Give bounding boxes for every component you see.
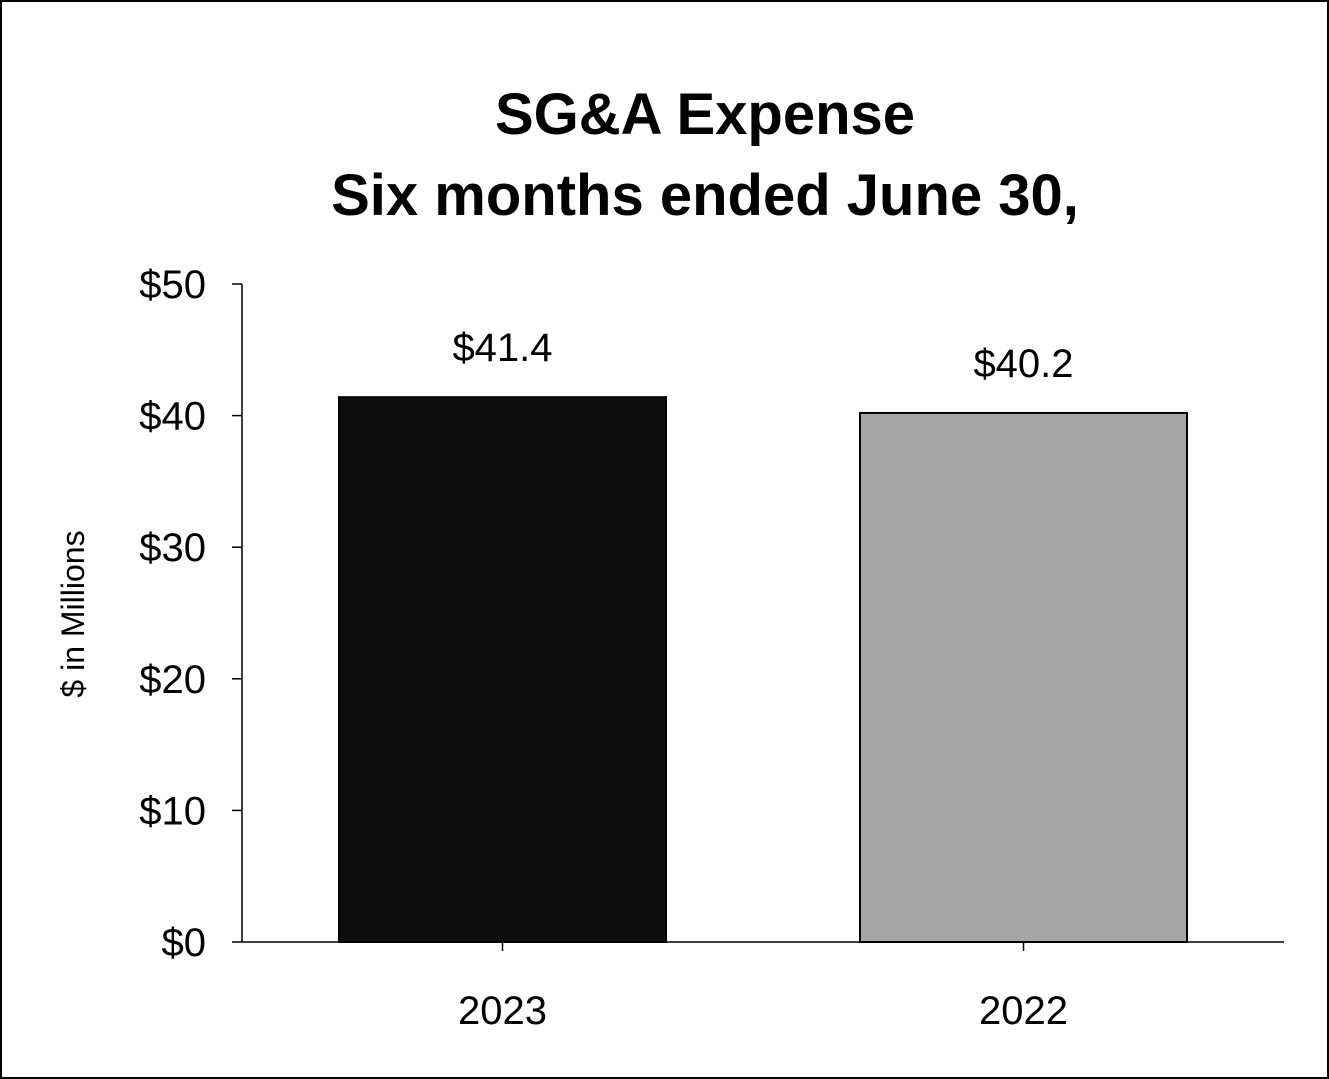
x-tick-label: 2023 bbox=[458, 989, 547, 1033]
y-tick-label: $10 bbox=[139, 789, 206, 833]
y-tick-label: $50 bbox=[139, 263, 206, 307]
plot-area: $0 $10 $20 $30 $40 $50 $41.4 2023 $40.2 2022 bbox=[139, 263, 1284, 1033]
y-tick-label: $0 bbox=[162, 921, 207, 965]
data-label: $41.4 bbox=[452, 326, 552, 370]
bar bbox=[859, 411, 1188, 943]
y-tick-label: $40 bbox=[139, 395, 206, 439]
chart-subtitle: Six months ended June 30, bbox=[331, 163, 1079, 228]
chart-title: SG&A Expense bbox=[495, 82, 915, 147]
y-tick-label: $20 bbox=[139, 658, 206, 702]
y-axis-label: $ in Millions bbox=[55, 530, 91, 697]
bar bbox=[338, 396, 667, 943]
x-tick-label: 2022 bbox=[979, 989, 1068, 1033]
y-tick-label: $30 bbox=[139, 526, 206, 570]
data-label: $40.2 bbox=[973, 342, 1073, 386]
